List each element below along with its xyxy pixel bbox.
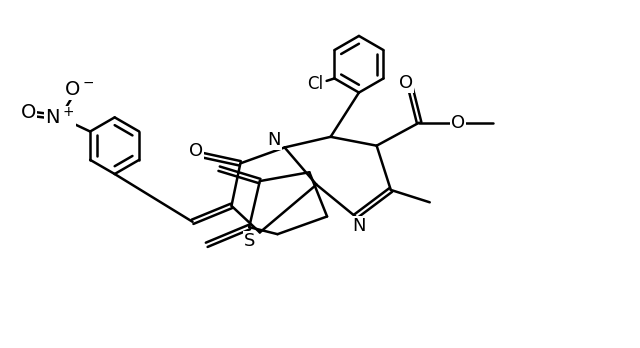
Text: O: O [20, 103, 36, 121]
Text: O$^-$: O$^-$ [64, 80, 94, 98]
Text: N: N [268, 131, 281, 149]
Text: Cl: Cl [307, 75, 323, 93]
Text: O: O [399, 74, 413, 92]
Text: O: O [451, 114, 465, 132]
Text: N: N [352, 218, 365, 235]
Text: S: S [244, 232, 255, 250]
Text: N$^+$: N$^+$ [45, 107, 75, 128]
Text: O: O [189, 142, 203, 160]
